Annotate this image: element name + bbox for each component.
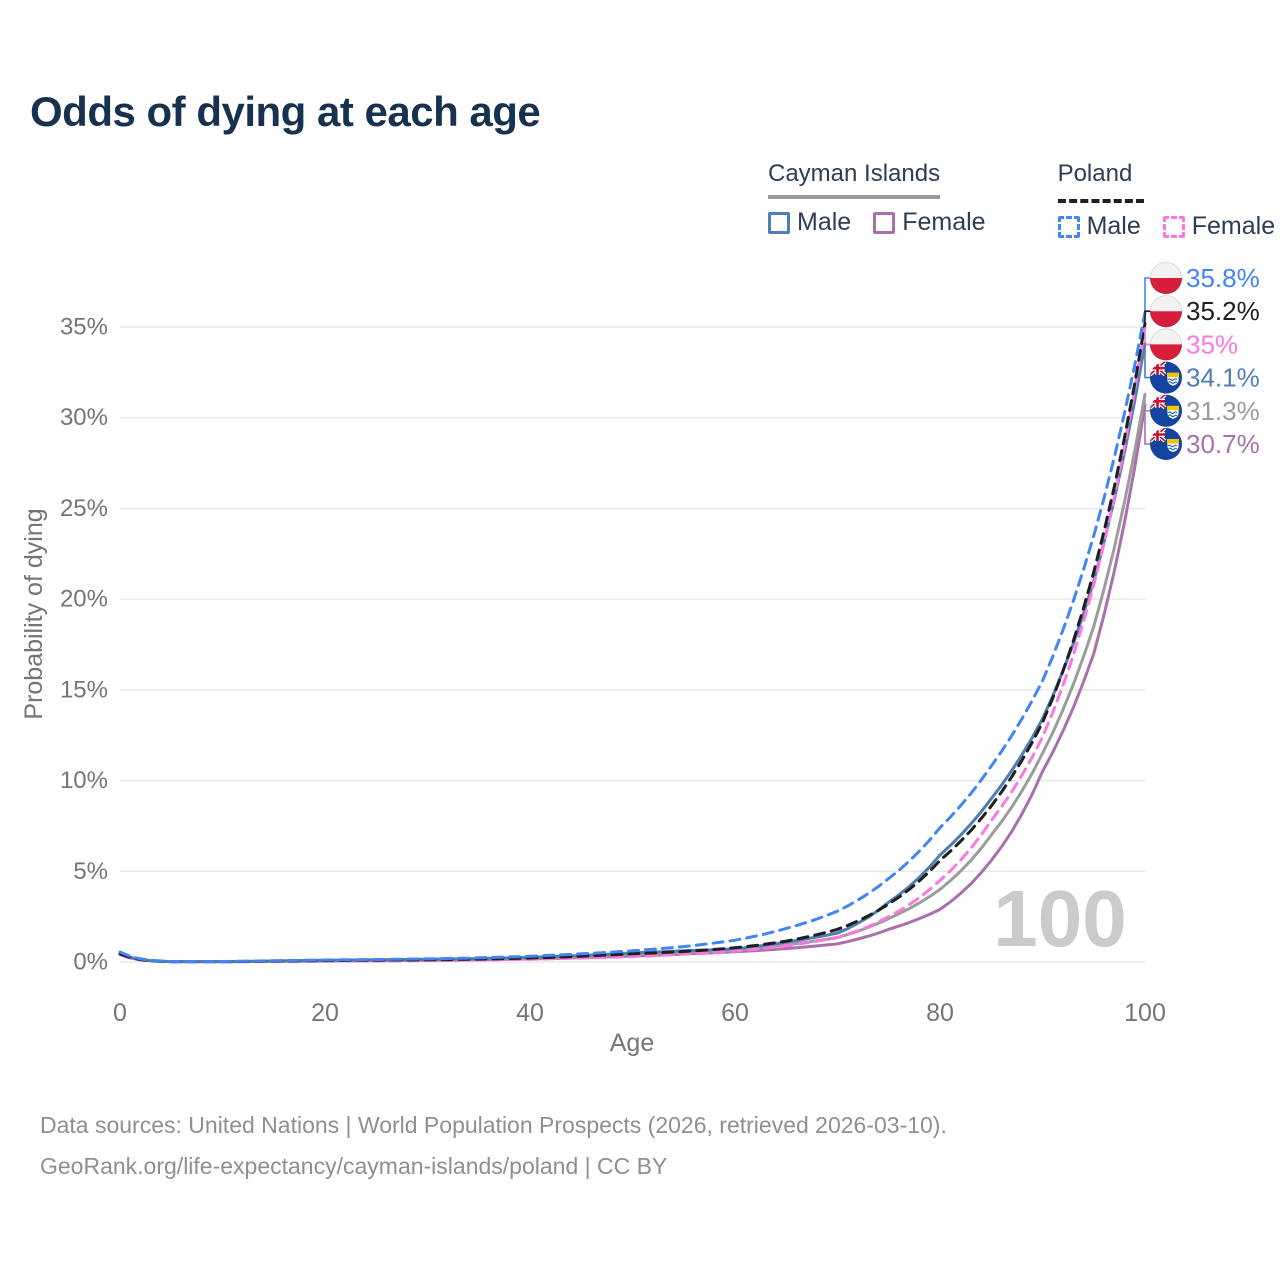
legend-item-poland-female[interactable]: Female [1162, 212, 1276, 241]
legend-country-poland[interactable]: Poland [1057, 160, 1133, 187]
legend-group-cayman-islands: Cayman Islands Male Female [768, 160, 986, 241]
series-line-poland-male [118, 311, 1147, 963]
cayman-female-checkbox-icon[interactable] [873, 211, 896, 234]
series-line-cayman-islands-male [118, 341, 1147, 964]
end-value-label: 35% [1186, 329, 1238, 359]
series-line-cayman-islands-female [118, 403, 1147, 964]
footer-sources-line: Data sources: United Nations | World Pop… [40, 1112, 947, 1138]
cayman-islands-flag-icon [1150, 394, 1182, 427]
footer-attribution-line: GeoRank.org/life-expectancy/cayman-islan… [40, 1153, 668, 1179]
legend-label: Female [902, 208, 986, 236]
legend: Cayman Islands Male Female Poland Male [768, 160, 1275, 241]
end-label-connector [1144, 277, 1152, 313]
x-tick-label: 0 [113, 999, 127, 1027]
y-tick-label: 0% [73, 949, 108, 976]
cayman-male-checkbox-icon[interactable] [768, 211, 790, 234]
x-tick-label: 20 [311, 999, 339, 1027]
series-line-cayman-islands-both [118, 392, 1147, 964]
legend-label: Female [1191, 212, 1276, 240]
end-value-label: 30.7% [1186, 429, 1260, 459]
x-tick-label: 80 [926, 999, 954, 1027]
legend-country-cayman-islands[interactable]: Cayman Islands [768, 160, 941, 187]
y-tick-label: 35% [60, 314, 108, 341]
legend-label: Male [797, 208, 852, 236]
end-label-connector [1144, 310, 1152, 324]
poland-male-checkbox-icon[interactable] [1057, 215, 1080, 238]
gridlines [120, 326, 1145, 963]
legend-underline-solid [768, 195, 940, 199]
end-value-label: 35.8% [1186, 263, 1260, 293]
poland-flag-icon [1149, 328, 1183, 361]
series-line-poland-both [118, 321, 1147, 964]
cayman-islands-flag-icon [1150, 428, 1182, 460]
cayman-islands-flag-icon [1150, 361, 1182, 394]
poland-female-checkbox-icon[interactable] [1162, 215, 1185, 238]
y-tick-label: 25% [60, 495, 108, 522]
y-tick-label: 15% [60, 676, 108, 703]
legend-label: Male [1086, 212, 1141, 240]
legend-group-poland: Poland Male Female [1057, 160, 1276, 241]
legend-item-cayman-female[interactable]: Female [873, 208, 986, 237]
end-label-connector [1144, 343, 1152, 379]
y-tick-label: 30% [60, 404, 108, 431]
x-tick-label: 100 [1124, 999, 1166, 1027]
end-label-connector [1144, 405, 1152, 445]
end-value-label: 31.3% [1186, 396, 1260, 426]
age-counter-watermark: 100 [993, 874, 1126, 963]
series-line-poland-female [118, 325, 1147, 964]
x-tick-label: 40 [516, 999, 544, 1027]
y-tick-label: 20% [60, 586, 108, 613]
end-value-label: 34.1% [1186, 363, 1260, 393]
x-tick-label: 60 [721, 999, 749, 1027]
legend-item-cayman-male[interactable]: Male [768, 208, 851, 237]
poland-flag-icon [1149, 295, 1183, 328]
axes: 0% 5% 10% 15% 20% 25% 30% 35% 0 20 40 60 80 100 [60, 314, 1166, 1027]
y-tick-label: 5% [73, 858, 108, 885]
poland-flag-icon [1149, 261, 1183, 295]
legend-underline-dashed [1057, 195, 1144, 203]
end-value-label: 35.2% [1186, 296, 1260, 326]
data-sources-footer: Data sources: United Nations | World Pop… [40, 1105, 947, 1187]
page-title: Odds of dying at each age [30, 88, 541, 135]
y-axis-title: Probability of dying [20, 508, 48, 719]
y-tick-label: 10% [60, 767, 108, 794]
legend-item-poland-male[interactable]: Male [1057, 212, 1141, 241]
end-labels: 35.8%35.2%35% 34.1%31.3%30.7% [1144, 261, 1260, 460]
x-axis-title: Age [610, 1029, 654, 1057]
series-lines [118, 311, 1147, 964]
